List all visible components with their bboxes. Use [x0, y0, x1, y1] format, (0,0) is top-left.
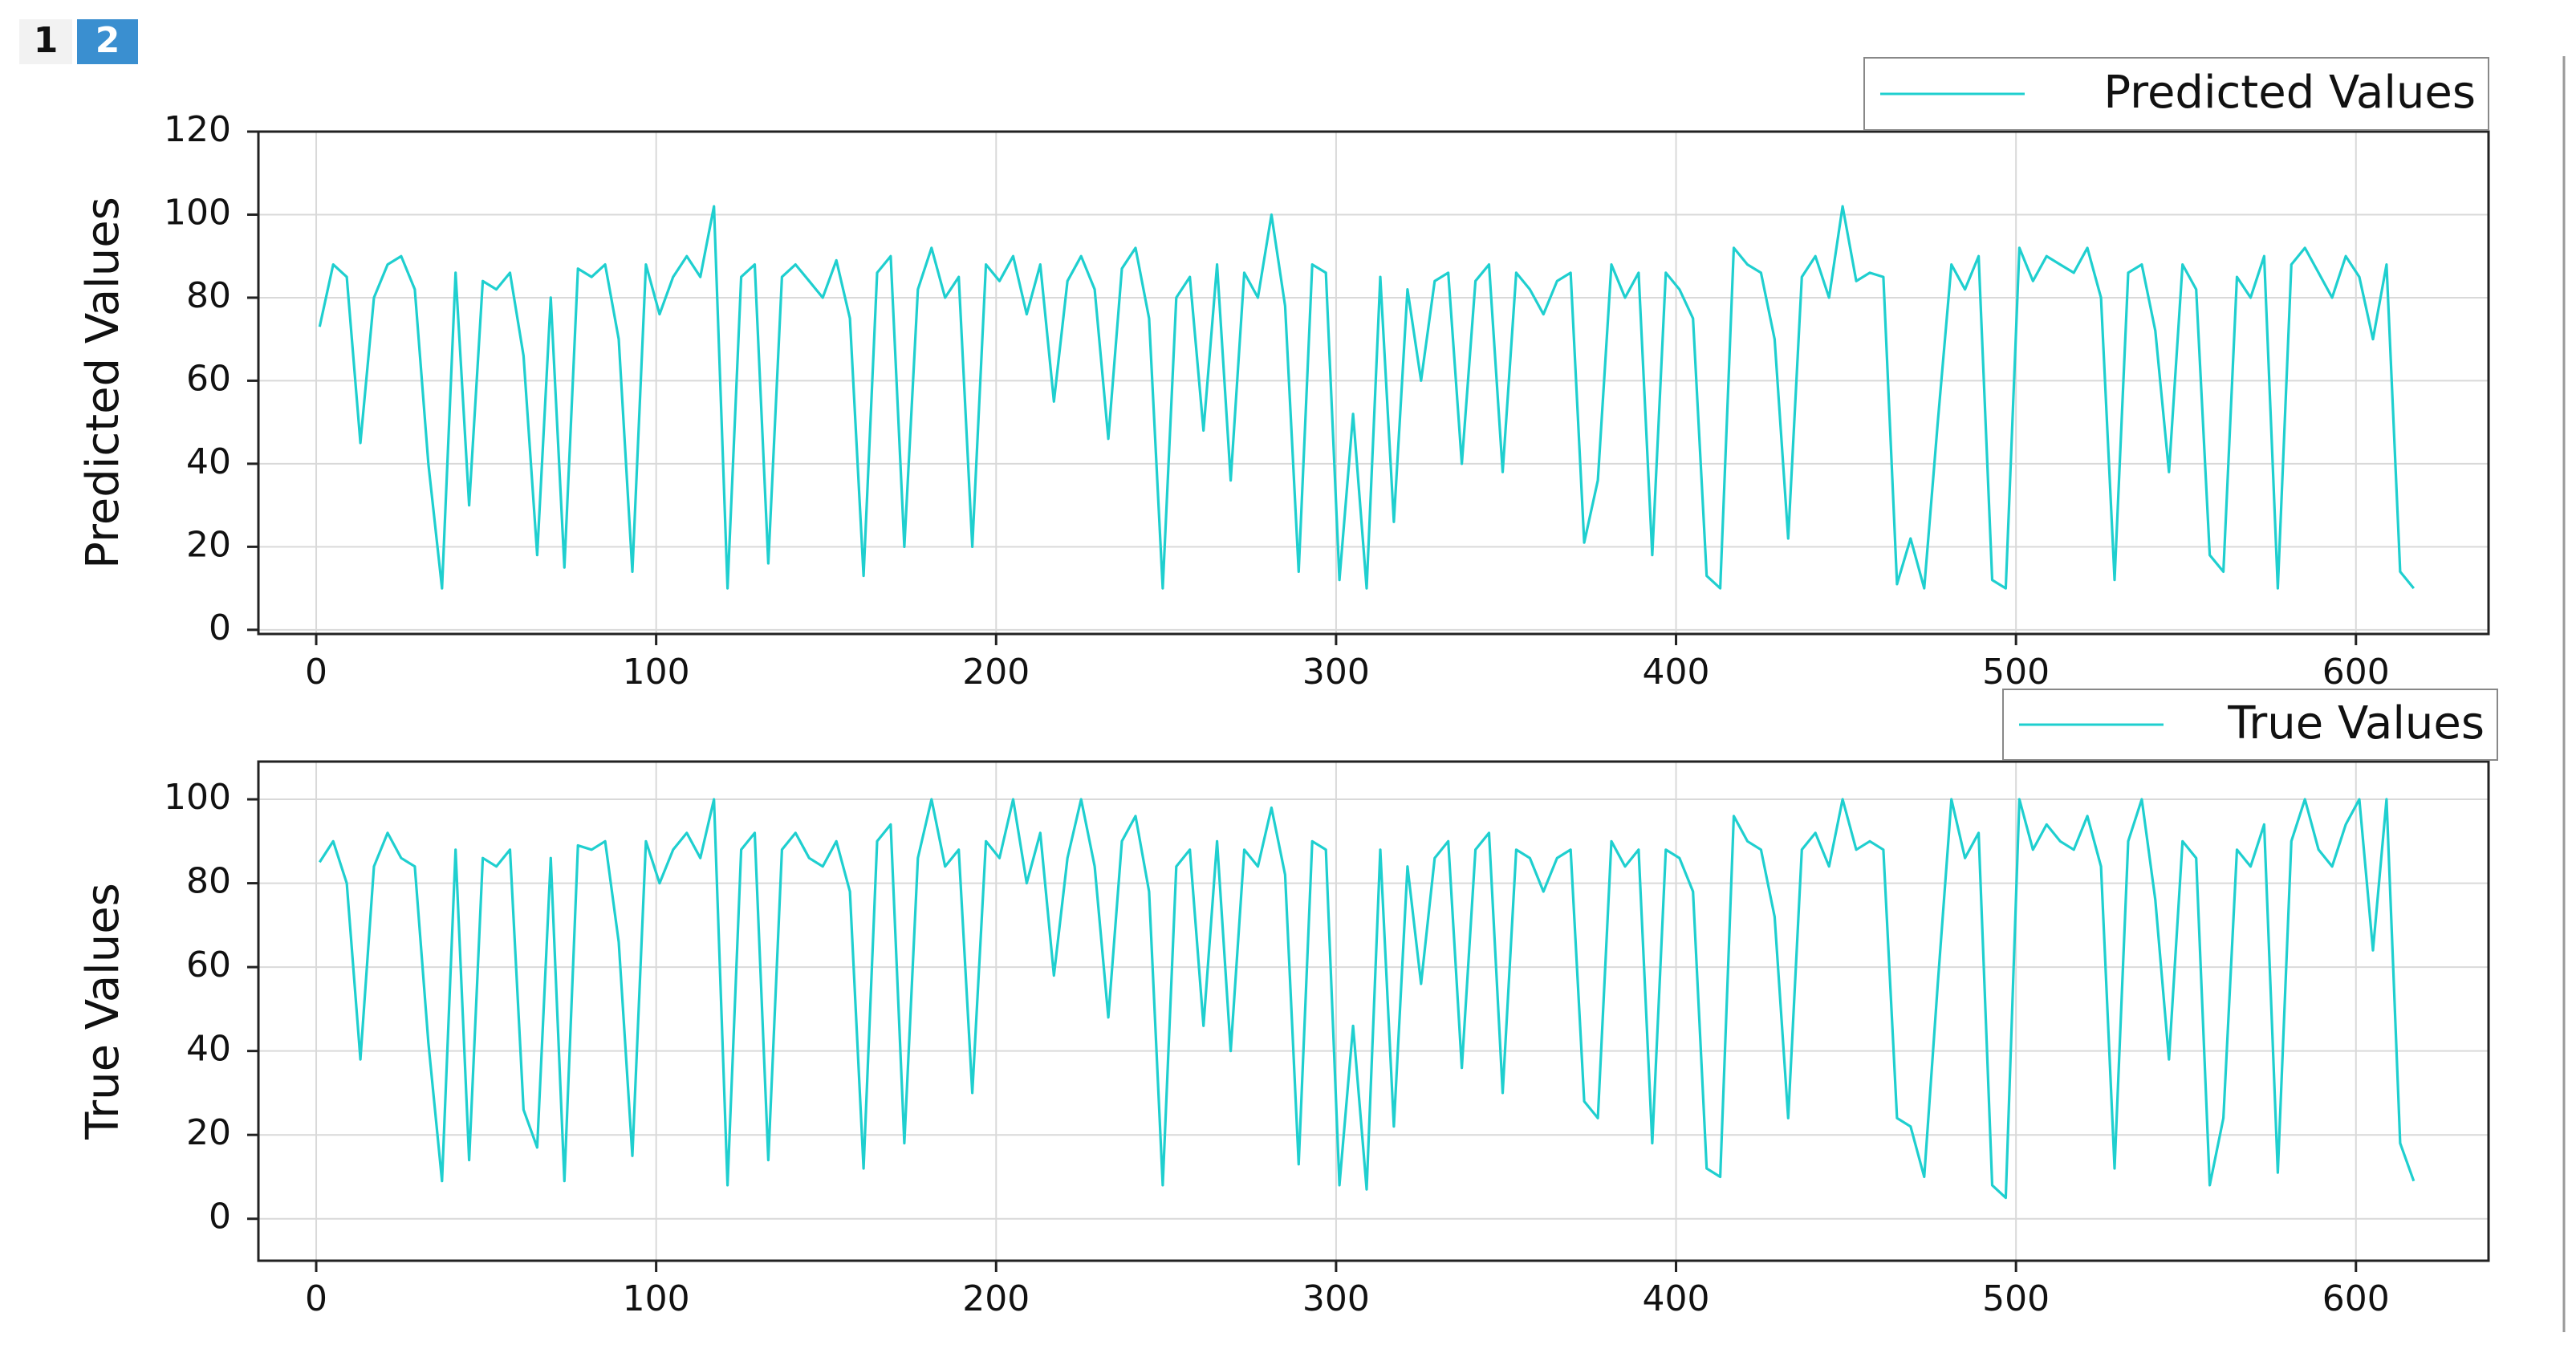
data-line — [318, 798, 2416, 1200]
x-tick-label: 600 — [2322, 652, 2390, 693]
x-tick-label: 200 — [962, 652, 1030, 693]
y-tick-label: 100 — [164, 192, 231, 233]
y-tick-label: 100 — [164, 777, 231, 818]
y-tick-label: 80 — [186, 275, 231, 316]
x-tick-label: 200 — [962, 1278, 1030, 1319]
y-tick-label: 80 — [186, 861, 231, 902]
y-tick-label: 0 — [209, 1197, 231, 1237]
y-tick-label: 60 — [186, 945, 231, 985]
legend-label: Predicted Values — [2103, 67, 2476, 119]
y-axis-title: Predicted Values — [77, 197, 129, 569]
y-tick-label: 40 — [186, 1029, 231, 1070]
x-tick-label: 300 — [1302, 1278, 1370, 1319]
tab-2-bg[interactable] — [77, 19, 138, 64]
y-tick-label: 0 — [209, 607, 231, 648]
x-tick-label: 300 — [1302, 652, 1370, 693]
x-tick-label: 600 — [2322, 1278, 2390, 1319]
y-tick-label: 20 — [186, 524, 231, 565]
y-tick-label: 60 — [186, 358, 231, 399]
plot-frame — [257, 130, 2490, 636]
y-axis-title: True Values — [77, 883, 129, 1140]
y-tick-label: 40 — [186, 441, 231, 482]
tab-1[interactable]: 1 — [34, 20, 59, 61]
x-tick-label: 0 — [305, 1278, 327, 1319]
x-tick-label: 100 — [623, 1278, 690, 1319]
tab-2[interactable]: 2 — [95, 20, 120, 61]
plot-frame — [257, 760, 2490, 1262]
x-tick-label: 400 — [1643, 652, 1710, 693]
y-tick-label: 20 — [186, 1112, 231, 1153]
x-tick-label: 500 — [1982, 1278, 2050, 1319]
x-tick-label: 500 — [1982, 652, 2050, 693]
x-tick-label: 0 — [305, 652, 327, 693]
data-line — [318, 205, 2416, 590]
x-tick-label: 100 — [623, 652, 690, 693]
x-tick-label: 400 — [1643, 1278, 1710, 1319]
y-tick-label: 120 — [164, 109, 231, 150]
legend-label: True Values — [2227, 697, 2485, 750]
tab-1-bg[interactable] — [19, 19, 72, 64]
